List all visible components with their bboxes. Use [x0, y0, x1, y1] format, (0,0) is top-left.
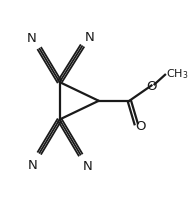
Text: N: N	[83, 159, 92, 172]
Text: O: O	[135, 119, 146, 132]
Text: O: O	[146, 80, 157, 92]
Text: N: N	[84, 30, 94, 43]
Text: N: N	[27, 32, 36, 45]
Text: CH$_3$: CH$_3$	[166, 67, 188, 81]
Text: N: N	[27, 158, 37, 171]
